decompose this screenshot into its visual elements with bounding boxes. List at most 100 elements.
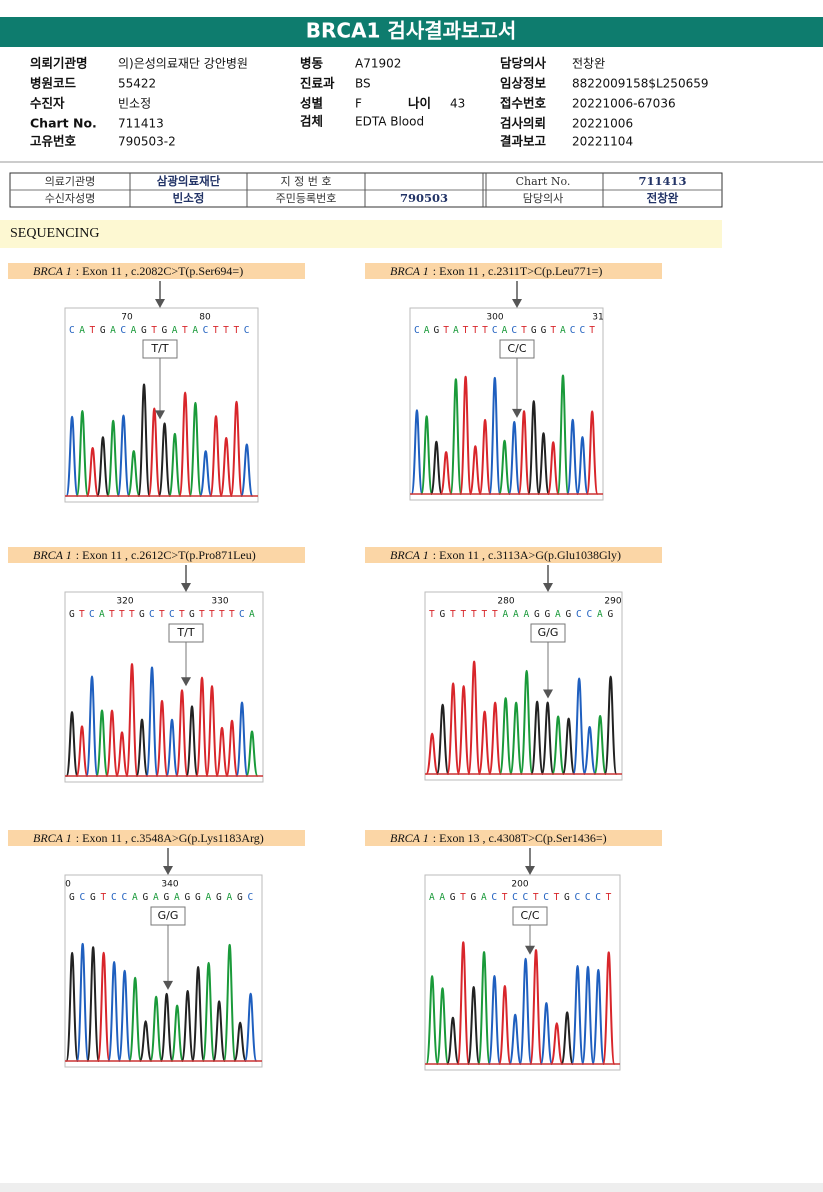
trace-peak [222, 943, 237, 1062]
arrow-head [525, 866, 535, 875]
arrow-head [181, 583, 191, 592]
arrow-head [163, 980, 173, 990]
position: 280 [497, 597, 514, 607]
trace-peak [551, 715, 565, 775]
genotype: C/C [507, 342, 526, 355]
variant-banner [8, 547, 305, 563]
trace-peak [546, 441, 560, 495]
arrow-head [543, 583, 553, 592]
info-value: A71902 [355, 57, 401, 71]
trace-peak [556, 374, 570, 495]
trace-peak [478, 418, 492, 495]
trace-peak [212, 1000, 226, 1062]
gene: BRCA 1 [33, 831, 72, 845]
genotype: T/T [176, 626, 194, 639]
trace-peak [75, 725, 89, 777]
trace-peak [145, 666, 159, 777]
variant-banner [365, 263, 662, 279]
scan-value: 빈소정 [173, 191, 205, 205]
genotype: G/G [158, 909, 179, 922]
variant: : Exon 11 , c.3113A>G(p.Glu1038Gly) [433, 548, 621, 562]
info-label: 검사의뢰 [500, 116, 546, 131]
variant-title: BRCA 1: Exon 11 , c.2612C>T(p.Pro871Leu) [33, 548, 256, 562]
trace-peak [425, 975, 439, 1065]
trace-peak [530, 700, 544, 775]
trace-peak [603, 675, 618, 775]
trace-peak [446, 682, 460, 775]
info-value: 55422 [118, 77, 156, 91]
scan-value: 전창완 [647, 191, 679, 205]
info-label: 병동 [300, 56, 324, 71]
arrow-head [163, 866, 173, 875]
position: 70 [121, 313, 133, 323]
trace-peak [147, 407, 161, 497]
trace-peak [106, 419, 120, 497]
position: 0 [65, 880, 71, 890]
trace-peak [420, 415, 434, 495]
trace-peak [205, 685, 219, 777]
trace-peak [168, 432, 182, 497]
info-value: 전창완 [572, 57, 605, 71]
info-label: 수진자 [30, 96, 65, 111]
info-label: 진료과 [300, 76, 335, 91]
section-band [0, 220, 722, 248]
trace-peak [602, 951, 616, 1065]
trace-peak [149, 995, 163, 1062]
trace-peak [170, 1004, 184, 1062]
trace-peak [201, 961, 216, 1062]
trace-peak [138, 1020, 153, 1062]
info-value: 빈소정 [118, 97, 151, 111]
trace-peak [117, 969, 132, 1062]
trace-peak [209, 415, 223, 497]
info-label: 나이 [408, 96, 431, 111]
trace-peak [116, 414, 131, 497]
trace-peak [165, 718, 179, 777]
arrow-head [155, 299, 165, 308]
trace-peak [581, 965, 595, 1065]
trace-peak [219, 437, 233, 497]
trace-peak [135, 718, 149, 777]
footer-strip [0, 1183, 823, 1192]
trace-peak [498, 984, 512, 1065]
trace-peak [185, 705, 199, 777]
info-value: 20221006-67036 [572, 97, 676, 111]
trace-peak [85, 675, 99, 777]
trace-peak [225, 719, 239, 777]
gene: BRCA 1 [390, 831, 429, 845]
trace-peak [576, 436, 589, 495]
variant: : Exon 11 , c.3548A>G(p.Lys1183Arg) [76, 831, 264, 845]
position: 290 [604, 597, 621, 607]
variant-title: BRCA 1: Exon 13 , c.4308T>C(p.Ser1436=) [390, 831, 607, 845]
trace-peak [75, 409, 90, 497]
trace-peak [467, 660, 481, 775]
trace-peak [96, 951, 111, 1062]
trace-peak [487, 975, 502, 1065]
info-label: 접수번호 [500, 96, 547, 111]
scan-label: 의료기관명 [45, 175, 96, 188]
trace-peak [550, 1022, 564, 1065]
trace-peak [560, 1011, 574, 1065]
trace-peak [591, 968, 606, 1065]
info-value: 790503-2 [118, 135, 176, 149]
trace-peak [498, 439, 511, 495]
arrow-head [181, 677, 191, 687]
trace-peak [517, 410, 531, 495]
trace-peak [446, 1016, 460, 1065]
trace-peak [195, 676, 209, 777]
gene: BRCA 1 [33, 264, 72, 278]
trace-peak [65, 951, 79, 1062]
trace-peak [233, 1021, 247, 1062]
trace-peak [529, 949, 543, 1065]
trace-peak [456, 685, 471, 775]
variant: : Exon 11 , c.2612C>T(p.Pro871Leu) [76, 548, 256, 562]
trace-peak [570, 965, 585, 1065]
scan-value: 711413 [638, 174, 686, 188]
trace-peak [425, 732, 439, 775]
trace-peak [85, 446, 100, 497]
trace-peak [157, 422, 172, 497]
trace-peak [243, 992, 258, 1062]
